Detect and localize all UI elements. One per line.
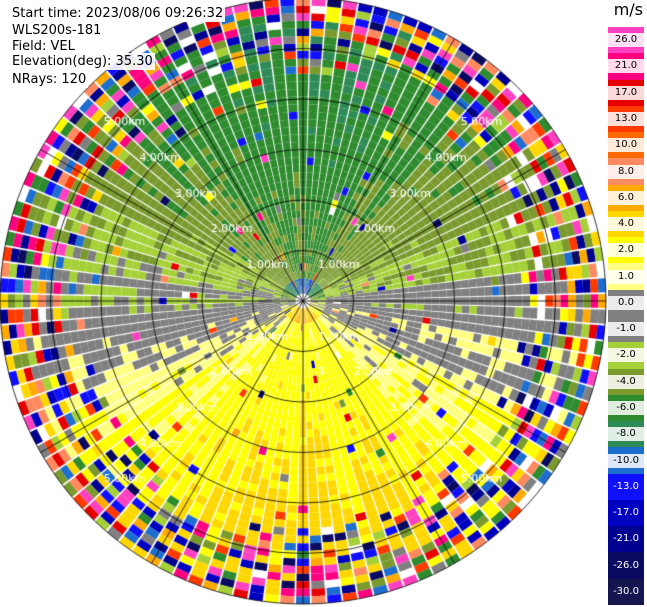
colorbar-tick-label: -17.0 xyxy=(613,507,639,519)
colorbar-segment xyxy=(608,526,644,553)
colorbar-tick-label: -6.0 xyxy=(608,400,644,415)
colorbar-segment xyxy=(608,552,644,580)
colorbar-tick-label: 17.0 xyxy=(608,85,644,100)
colorbar-tick-label: 6.0 xyxy=(608,190,644,205)
colorbar-tick-label: -30.0 xyxy=(613,585,639,597)
colorbar-segment xyxy=(608,473,644,501)
colorbar-tick-label: 0.0 xyxy=(608,295,644,310)
elevation-label: Elevation(deg): 35.30 xyxy=(10,53,155,70)
colorbar-tick-label: 4.0 xyxy=(608,217,644,232)
colorbar-segment xyxy=(608,578,644,606)
colorbar-segment xyxy=(608,499,644,527)
colorbar-tick-label: -2.0 xyxy=(608,348,644,363)
colorbar-tick-label: 2.0 xyxy=(608,243,644,258)
colorbar-tick-label: -1.0 xyxy=(608,322,644,337)
colorbar-tick-label: 1.0 xyxy=(608,269,644,284)
colorbar-tick-label: -13.0 xyxy=(613,480,639,492)
colorbar-tick-label: -21.0 xyxy=(613,533,639,545)
colorbar-tick-label: -8.0 xyxy=(608,427,644,442)
colorbar-tick-label: 13.0 xyxy=(608,111,644,126)
colorbar-tick-label: -26.0 xyxy=(613,559,639,571)
field-label: Field: VEL xyxy=(10,38,77,55)
start-time-label: Start time: 2023/08/06 09:26:32 xyxy=(10,5,226,22)
colorbar-tick-label: 21.0 xyxy=(608,59,644,74)
colorbar-tick-label: -10.0 xyxy=(608,453,644,468)
colorbar-tick-label: 8.0 xyxy=(608,164,644,179)
instrument-label: WLS200s-181 xyxy=(10,22,104,39)
colorbar-tick-label: 26.0 xyxy=(608,33,644,48)
colorbar-tick-label: -4.0 xyxy=(608,374,644,389)
colorbar-unit-label: m/s xyxy=(613,0,643,19)
nrays-label: NRays: 120 xyxy=(10,71,89,88)
colorbar-tick-label: 10.0 xyxy=(608,138,644,153)
